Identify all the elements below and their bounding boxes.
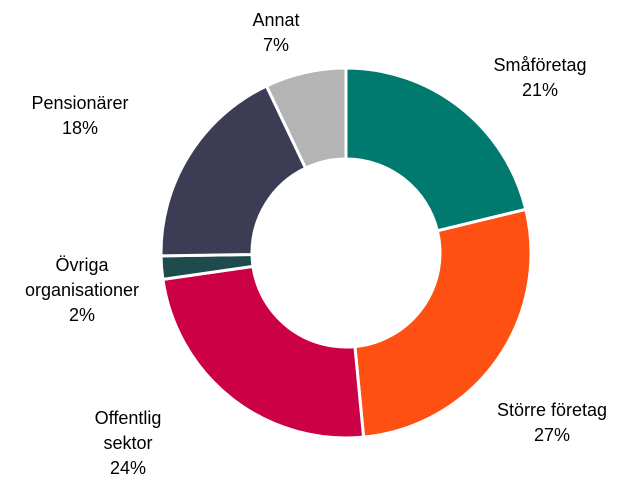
slice-label: Offentlig sektor 24% <box>78 406 178 481</box>
category-label: Offentlig sektor <box>94 408 162 453</box>
value-label: 18% <box>61 118 99 138</box>
slice-label: Annat 7% <box>176 8 376 58</box>
slice-label: Större företag 27% <box>452 398 621 448</box>
value-label: 27% <box>533 425 571 445</box>
slice-label: Småföretag 21% <box>440 53 621 103</box>
category-label: Större företag <box>496 400 608 420</box>
category-label: Övriga organisationer <box>24 255 140 300</box>
slice <box>344 66 528 233</box>
value-label: 7% <box>262 35 289 55</box>
value-label: 21% <box>521 80 559 100</box>
slice-label: Pensionärer 18% <box>0 91 180 141</box>
slice-label: Övriga organisationer 2% <box>7 253 157 328</box>
value-label: 2% <box>68 305 95 325</box>
slice <box>353 207 533 439</box>
slice <box>161 264 366 440</box>
value-label: 24% <box>109 458 147 478</box>
slice <box>264 66 348 170</box>
slice <box>159 84 308 258</box>
category-label: Pensionärer <box>31 93 129 113</box>
category-label: Annat <box>252 10 300 30</box>
category-label: Småföretag <box>493 55 587 75</box>
